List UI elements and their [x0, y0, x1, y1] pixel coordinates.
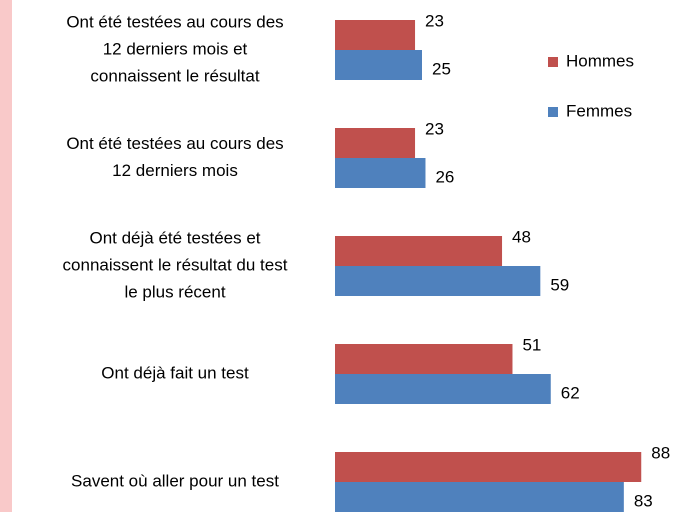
value-label: 51	[522, 335, 541, 354]
category-label: 12 derniers mois	[112, 161, 238, 180]
value-label: 48	[512, 227, 531, 246]
value-label: 26	[435, 167, 454, 186]
bar	[335, 344, 513, 374]
bar	[335, 482, 624, 512]
bar	[335, 236, 503, 266]
legend-swatch	[548, 107, 558, 117]
legend-swatch	[548, 57, 558, 67]
bar	[335, 266, 541, 296]
value-label: 83	[634, 491, 653, 510]
value-label: 25	[432, 59, 451, 78]
bar	[335, 452, 642, 482]
category-label: 12 derniers mois et	[103, 39, 248, 58]
category-label: Ont déjà été testées et	[89, 228, 260, 247]
bar	[335, 128, 416, 158]
value-label: 88	[651, 443, 670, 462]
legend-label: Femmes	[566, 101, 632, 120]
legend-label: Hommes	[566, 51, 634, 70]
category-label: le plus récent	[124, 282, 225, 301]
category-label: connaissent le résultat du test	[63, 255, 288, 274]
side-strip	[0, 0, 12, 512]
category-label: Ont été testées au cours des	[66, 12, 283, 31]
value-label: 23	[425, 119, 444, 138]
value-label: 59	[550, 275, 569, 294]
bar	[335, 20, 416, 50]
value-label: 23	[425, 11, 444, 30]
bar	[335, 158, 426, 188]
value-label: 62	[561, 383, 580, 402]
bar	[335, 50, 422, 80]
category-label: connaissent le résultat	[90, 66, 259, 85]
bar	[335, 374, 551, 404]
category-label: Savent où aller pour un test	[71, 471, 279, 490]
category-label: Ont été testées au cours des	[66, 134, 283, 153]
category-label: Ont déjà fait un test	[101, 363, 249, 382]
